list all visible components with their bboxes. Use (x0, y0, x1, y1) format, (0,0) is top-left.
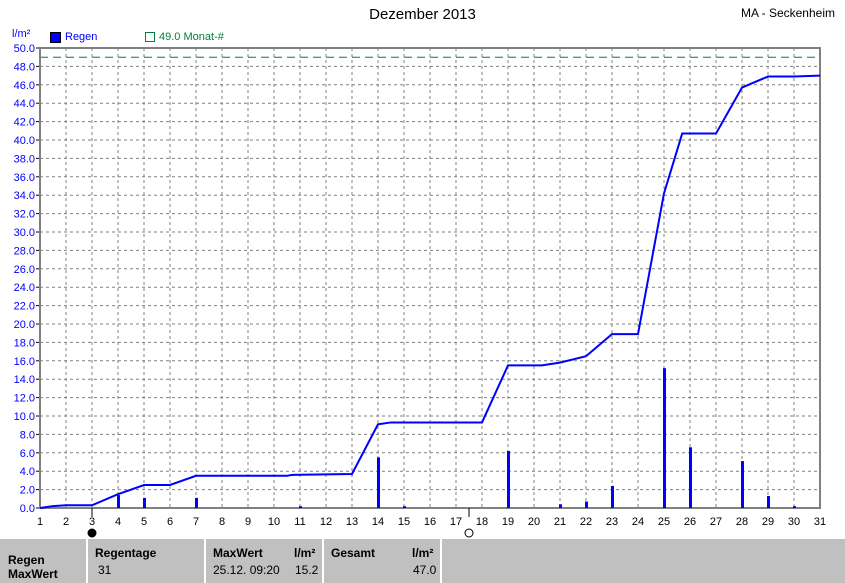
y-tick-label: 10.0 (14, 411, 35, 423)
y-tick-label: 24.0 (14, 282, 35, 294)
y-tick-label: 34.0 (14, 190, 35, 202)
x-tick-label: 11 (294, 516, 305, 528)
rain-bar (741, 461, 744, 508)
x-tick-label: 10 (268, 516, 280, 528)
legend-regen: Regen (50, 31, 97, 43)
x-tick-label: 1 (37, 516, 43, 528)
x-tick-label: 28 (736, 516, 748, 528)
y-tick-label: 40.0 (14, 135, 35, 147)
x-tick-label: 20 (528, 516, 540, 528)
x-tick-label: 8 (219, 516, 225, 528)
new-moon-icon (87, 528, 97, 538)
y-tick-label: 48.0 (14, 61, 35, 73)
maxwert-label: MaxWert (213, 546, 263, 560)
rain-bar (689, 447, 692, 508)
regentage-label: Regentage (95, 546, 157, 560)
x-tick-label: 12 (320, 516, 332, 528)
y-tick-label: 8.0 (20, 429, 35, 441)
x-tick-label: 22 (580, 516, 592, 528)
rain-bar (507, 450, 510, 508)
maxwert-value: 15.2 (295, 563, 319, 577)
gesamt-unit: l/m² (412, 546, 434, 560)
rain-bar (377, 457, 380, 508)
y-tick-label: 46.0 (14, 80, 35, 92)
y-tick-label: 36.0 (14, 172, 35, 184)
rain-bar (403, 506, 406, 508)
x-tick-label: 25 (658, 516, 670, 528)
x-tick-label: 17 (450, 516, 462, 528)
y-tick-label: 22.0 (14, 301, 35, 313)
x-tick-label: 27 (710, 516, 722, 528)
summary-panel: Regen MaxWert Regentage 31 MaxWert l/m² … (0, 539, 845, 583)
x-tick-label: 5 (141, 516, 147, 528)
y-tick-label: 12.0 (14, 393, 35, 405)
x-tick-label: 14 (372, 516, 384, 528)
legend-swatch (50, 31, 61, 43)
gesamt-label: Gesamt (331, 546, 376, 560)
y-tick-label: 16.0 (14, 356, 35, 368)
x-tick-label: 18 (476, 516, 488, 528)
y-tick-label: 38.0 (14, 153, 35, 165)
x-tick-label: 7 (193, 516, 199, 528)
y-tick-label: 2.0 (20, 485, 35, 497)
plot-frame (39, 47, 821, 509)
x-tick-label: 23 (606, 516, 618, 528)
y-tick-label: 0.0 (20, 503, 35, 515)
y-tick-label: 6.0 (20, 448, 35, 460)
maxwert-time: 25.12. 09:20 (213, 563, 280, 577)
y-tick-label: 4.0 (20, 466, 35, 478)
x-tick-label: 21 (554, 516, 566, 528)
row-label-maxwert: MaxWert (8, 567, 58, 581)
rain-bar (117, 495, 120, 508)
x-tick-label: 3 (89, 516, 95, 528)
rain-bar (195, 497, 198, 508)
y-tick-label: 14.0 (14, 374, 35, 386)
y-tick-label: 42.0 (14, 117, 35, 129)
y-tick-label: 32.0 (14, 209, 35, 221)
y-axis-unit: l/m² (12, 28, 31, 40)
x-tick-label: 29 (762, 516, 774, 528)
x-tick-label: 2 (63, 516, 69, 528)
x-tick-label: 9 (245, 516, 251, 528)
gesamt-value: 47.0 (413, 563, 437, 577)
y-tick-label: 26.0 (14, 264, 35, 276)
y-tick-label: 18.0 (14, 337, 35, 349)
y-tick-label: 30.0 (14, 227, 35, 239)
y-tick-label: 44.0 (14, 98, 35, 110)
x-tick-label: 24 (632, 516, 644, 528)
x-tick-label: 13 (346, 516, 358, 528)
y-tick-label: 28.0 (14, 245, 35, 257)
station-name: MA - Seckenheim (740, 6, 835, 20)
y-tick-label: 50.0 (14, 43, 35, 55)
full-moon-icon (464, 528, 474, 538)
maxwert-unit: l/m² (294, 546, 316, 560)
rain-bar (611, 485, 614, 508)
chart-title: Dezember 2013 (369, 6, 476, 23)
row-label-regen: Regen (8, 553, 45, 567)
rain-bar (559, 504, 562, 508)
rain-bar (793, 506, 796, 508)
rain-bar (663, 368, 666, 508)
rain-bar (143, 497, 146, 508)
rain-bar (299, 506, 302, 508)
x-tick-label: 6 (167, 516, 173, 528)
rain-bar (767, 496, 770, 508)
legend-label: Regen (65, 31, 98, 43)
cumulative-line (39, 74, 821, 509)
y-tick-label: 20.0 (14, 319, 35, 331)
x-tick-label: 30 (788, 516, 800, 528)
legend-label: 49.0 Monat-# (159, 31, 224, 43)
legend-swatch (145, 32, 155, 42)
x-tick-label: 26 (684, 516, 696, 528)
rain-chart: 0.0 2.0 4.0 6.0 8.0 10.0 12.0 14.0 16.0 18.0 20.0 2… (14, 43, 826, 538)
regentage-value: 31 (98, 563, 112, 577)
x-tick-label: 31 (814, 516, 826, 528)
legend-monat: 49.0 Monat-# (145, 31, 224, 43)
x-tick-label: 4 (115, 516, 121, 528)
x-tick-label: 16 (424, 516, 436, 528)
x-tick-label: 19 (502, 516, 514, 528)
x-tick-label: 15 (398, 516, 410, 528)
rain-bar (585, 501, 588, 508)
